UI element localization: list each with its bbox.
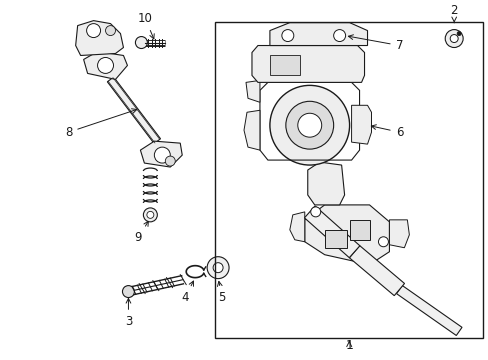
Circle shape xyxy=(281,30,293,41)
Text: 8: 8 xyxy=(65,109,137,139)
Circle shape xyxy=(146,211,154,219)
Bar xyxy=(269,55,299,75)
Polygon shape xyxy=(351,105,371,144)
Polygon shape xyxy=(140,141,182,167)
Circle shape xyxy=(213,263,223,273)
Text: 2: 2 xyxy=(449,4,457,23)
Bar xyxy=(349,220,369,240)
Circle shape xyxy=(297,113,321,137)
Polygon shape xyxy=(83,51,127,80)
Circle shape xyxy=(86,24,101,37)
Polygon shape xyxy=(304,205,388,265)
Circle shape xyxy=(444,30,462,48)
Polygon shape xyxy=(349,246,404,296)
Circle shape xyxy=(310,207,320,217)
Polygon shape xyxy=(307,162,344,205)
Bar xyxy=(324,230,346,248)
Polygon shape xyxy=(289,212,304,242)
Polygon shape xyxy=(107,77,160,144)
Circle shape xyxy=(122,285,134,298)
Circle shape xyxy=(143,208,157,222)
Polygon shape xyxy=(76,21,123,55)
Text: 10: 10 xyxy=(138,12,154,39)
Polygon shape xyxy=(396,285,461,336)
Text: 6: 6 xyxy=(370,125,402,139)
Text: 9: 9 xyxy=(134,221,148,244)
Text: 3: 3 xyxy=(124,298,132,328)
Circle shape xyxy=(269,85,349,165)
Circle shape xyxy=(154,147,170,163)
Circle shape xyxy=(135,37,147,49)
Text: 7: 7 xyxy=(348,35,402,52)
Circle shape xyxy=(378,237,387,247)
Polygon shape xyxy=(244,110,260,150)
Bar xyxy=(215,22,482,338)
Polygon shape xyxy=(245,80,260,102)
Text: 5: 5 xyxy=(217,282,225,304)
Polygon shape xyxy=(269,23,367,45)
Polygon shape xyxy=(304,206,359,258)
Circle shape xyxy=(105,26,115,36)
Circle shape xyxy=(98,58,113,73)
Circle shape xyxy=(456,32,460,36)
Circle shape xyxy=(449,35,457,42)
Circle shape xyxy=(207,257,228,279)
Circle shape xyxy=(165,156,175,166)
Polygon shape xyxy=(251,45,364,82)
Circle shape xyxy=(285,101,333,149)
Text: 1: 1 xyxy=(345,339,352,352)
Text: 4: 4 xyxy=(181,281,193,304)
Polygon shape xyxy=(388,220,408,248)
Circle shape xyxy=(333,30,345,41)
